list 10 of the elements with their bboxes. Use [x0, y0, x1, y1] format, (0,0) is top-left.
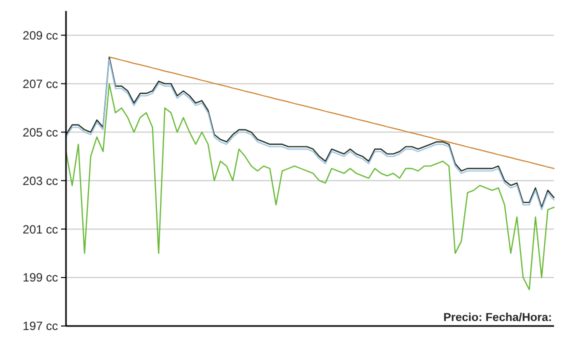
annotation: Precio: Fecha/Hora: — [443, 312, 552, 324]
y-tick-label: 201 cc — [22, 222, 58, 236]
y-tick-label: 199 cc — [22, 270, 58, 285]
y-tick-label: 207 cc — [22, 76, 58, 91]
y-tick-label: 209 cc — [22, 28, 58, 42]
line-series — [65, 83, 555, 290]
y-tick-label: 205 cc — [22, 125, 58, 140]
y-tick-label: 203 cc — [22, 174, 58, 188]
y-tick-label: 197 cc — [22, 319, 58, 334]
line-series — [108, 56, 554, 169]
